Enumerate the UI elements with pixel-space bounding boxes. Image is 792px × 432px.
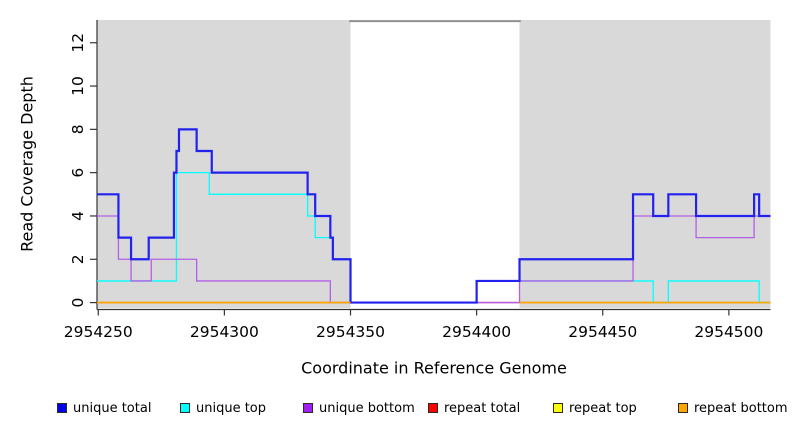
repeat-total-swatch-icon xyxy=(428,403,438,413)
x-tick-label: 2954350 xyxy=(316,323,385,341)
legend-label: unique total xyxy=(73,400,152,416)
y-tick-label: 10 xyxy=(69,76,87,96)
repeat-bottom-swatch-icon xyxy=(678,403,688,413)
legend-label: repeat top xyxy=(569,400,637,416)
legend-item-repeat-top: repeat top xyxy=(553,400,637,416)
shaded-region xyxy=(519,20,771,308)
legend-label: unique top xyxy=(196,400,267,416)
unique-total-swatch-icon xyxy=(57,403,67,413)
y-tick-label: 6 xyxy=(69,168,87,178)
y-axis-label: Read Coverage Depth xyxy=(17,76,37,252)
legend-label: repeat total xyxy=(444,400,521,416)
x-tick-label: 2954450 xyxy=(568,323,637,341)
x-axis-label: Coordinate in Reference Genome xyxy=(301,358,567,378)
series-unique-bottom xyxy=(97,215,771,304)
legend-item-unique-total: unique total xyxy=(57,400,151,416)
x-tick-label: 2954250 xyxy=(64,323,133,341)
x-tick-label: 2954500 xyxy=(694,323,763,341)
y-tick-label: 12 xyxy=(69,33,87,53)
legend-label: repeat bottom xyxy=(694,400,788,416)
legend-item-repeat-total: repeat total xyxy=(428,400,520,416)
y-tick-label: 4 xyxy=(69,211,87,221)
legend-label: unique bottom xyxy=(319,400,415,416)
shaded-region xyxy=(97,20,351,308)
legend-item-repeat-bottom: repeat bottom xyxy=(678,400,788,416)
series-unique-total xyxy=(97,128,771,304)
y-tick-label: 0 xyxy=(69,298,87,308)
legend-item-unique-top: unique top xyxy=(180,400,266,416)
legend-item-unique-bottom: unique bottom xyxy=(303,400,415,416)
y-tick-label: 8 xyxy=(69,124,87,134)
x-tick-label: 2954400 xyxy=(442,323,511,341)
unique-bottom-swatch-icon xyxy=(303,403,313,413)
unique-top-swatch-icon xyxy=(180,403,190,413)
y-tick-label: 2 xyxy=(69,254,87,264)
x-tick-label: 2954300 xyxy=(190,323,259,341)
coverage-plot-svg: 2954250 2954300 2954350 2954400 2954450 29545… xyxy=(64,20,771,341)
repeat-top-swatch-icon xyxy=(553,403,563,413)
